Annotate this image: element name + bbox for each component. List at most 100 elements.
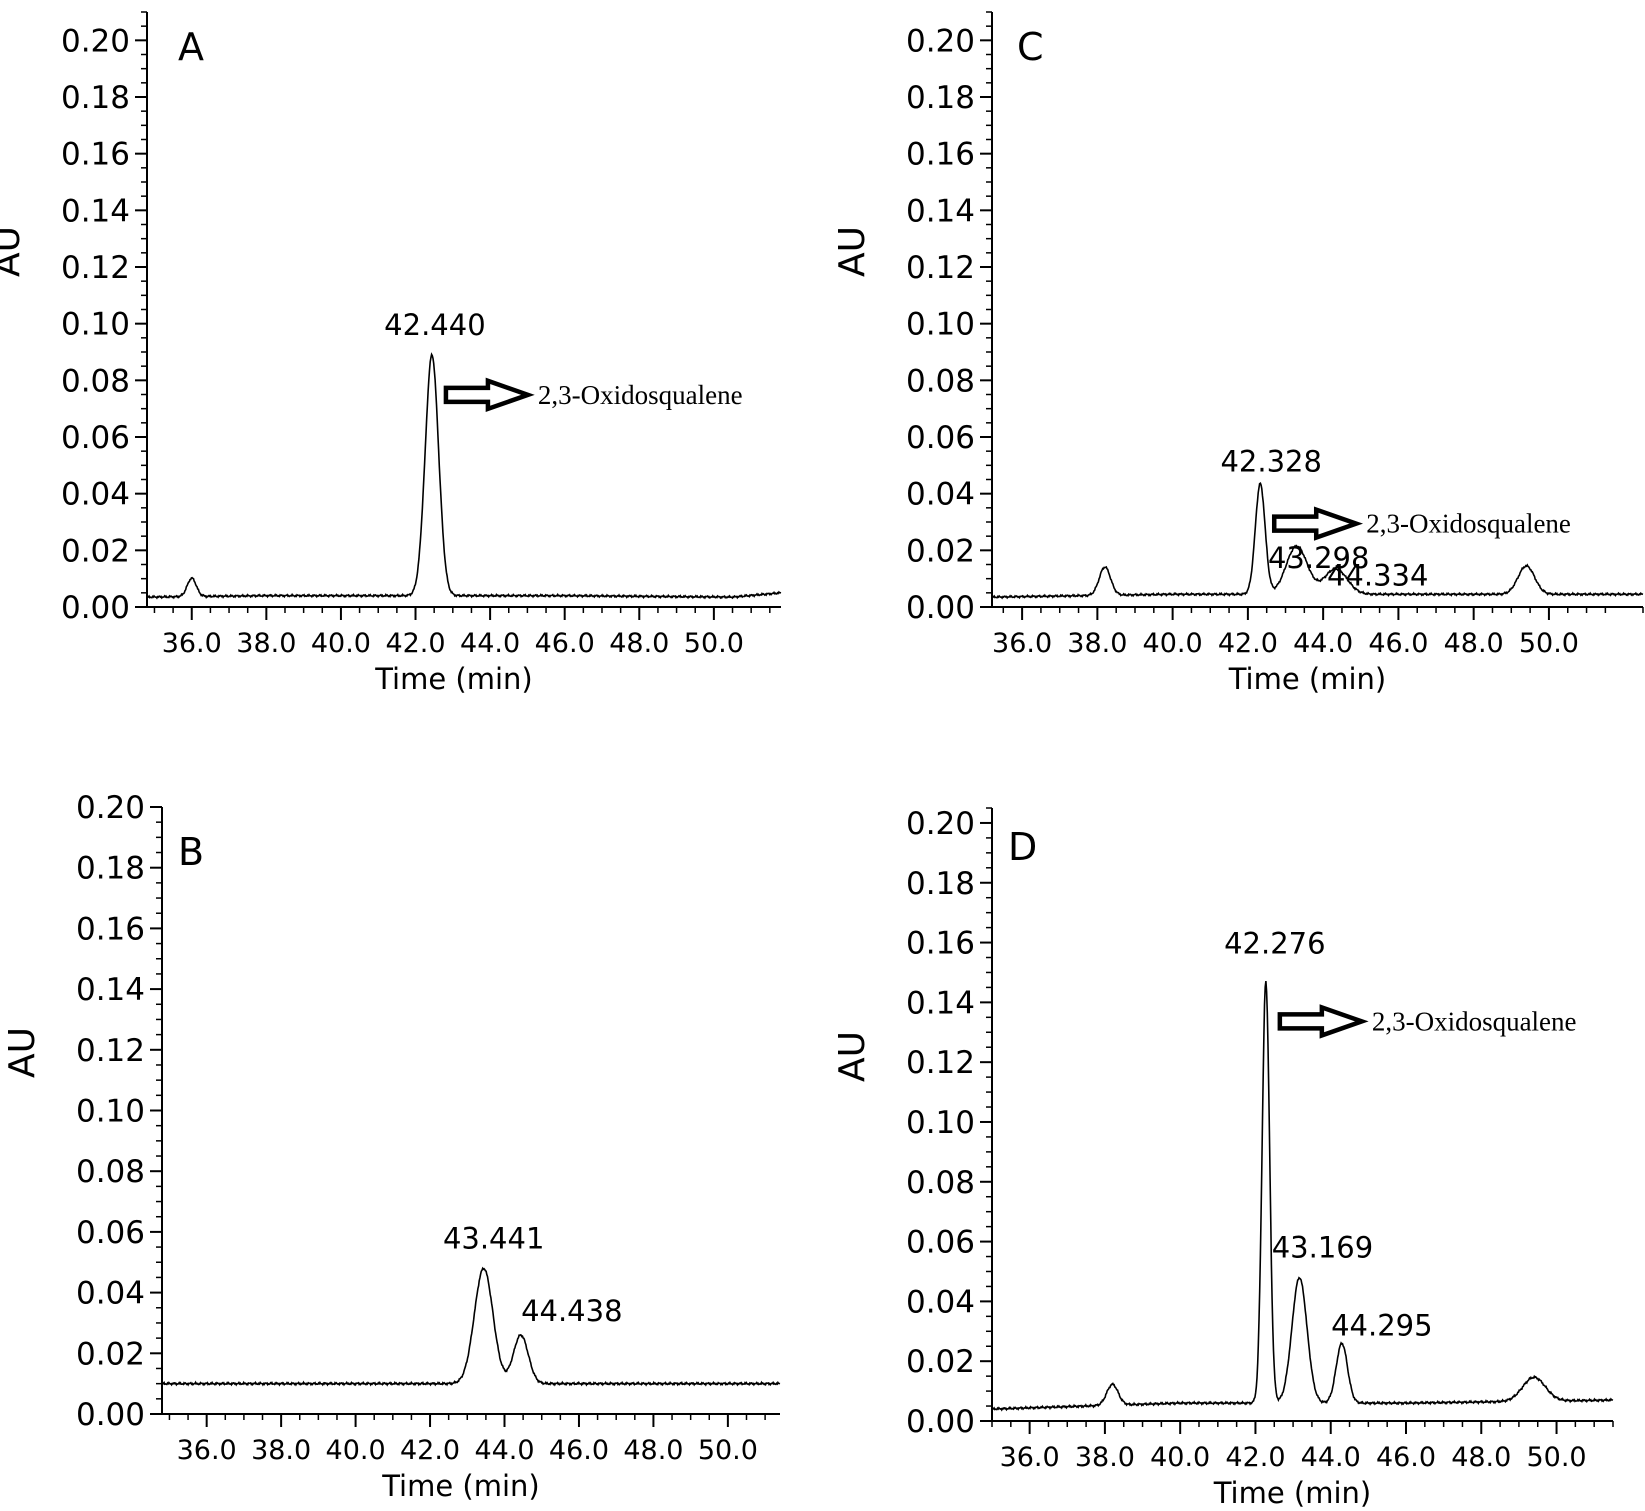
x-tick-label: 38.0 <box>1067 628 1127 659</box>
x-axis-label: Time (min) <box>381 1469 540 1503</box>
y-tick-label: 0.06 <box>906 1225 975 1261</box>
peak-label: 43.441 <box>443 1221 544 1255</box>
chromatogram-trace <box>991 981 1614 1412</box>
y-tick-label: 0.10 <box>76 1094 145 1130</box>
compound-annotation: 2,3-Oxidosqualene <box>1372 1006 1577 1036</box>
y-tick-label: 0.06 <box>61 420 130 456</box>
y-tick-label: 0.04 <box>906 477 975 513</box>
x-tick-label: 46.0 <box>549 1435 609 1466</box>
y-tick-label: 0.18 <box>76 851 145 887</box>
y-tick-label: 0.02 <box>61 533 130 569</box>
x-tick-label: 40.0 <box>326 1435 386 1466</box>
peak-label: 43.169 <box>1272 1230 1373 1264</box>
y-tick-label: 0.10 <box>906 307 975 343</box>
y-tick-label: 0.12 <box>61 250 130 286</box>
compound-annotation: 2,3-Oxidosqualene <box>538 380 743 410</box>
x-tick-label: 50.0 <box>684 628 744 659</box>
y-tick-label: 0.08 <box>76 1154 145 1190</box>
y-tick-label: 0.10 <box>61 307 130 343</box>
panel-label: B <box>178 830 204 874</box>
y-tick-label: 0.00 <box>61 590 130 626</box>
y-tick-label: 0.00 <box>906 1404 975 1440</box>
x-tick-label: 42.0 <box>1218 628 1278 659</box>
y-tick-label: 0.20 <box>906 806 975 842</box>
y-tick-label: 0.14 <box>61 193 130 229</box>
x-tick-label: 44.0 <box>1301 1442 1361 1473</box>
x-tick-label: 40.0 <box>311 628 371 659</box>
peak-label: 44.334 <box>1327 559 1428 593</box>
x-tick-label: 38.0 <box>236 628 296 659</box>
x-tick-label: 36.0 <box>992 628 1052 659</box>
y-axis-label: AU <box>2 1027 43 1078</box>
y-tick-label: 0.02 <box>76 1336 145 1372</box>
x-tick-label: 44.0 <box>474 1435 534 1466</box>
y-tick-label: 0.18 <box>61 80 130 116</box>
peak-label: 42.440 <box>384 308 485 342</box>
panel-label: D <box>1008 825 1037 869</box>
x-tick-label: 42.0 <box>1225 1442 1285 1473</box>
x-tick-label: 40.0 <box>1150 1442 1210 1473</box>
y-tick-label: 0.04 <box>906 1284 975 1320</box>
chromatogram-trace <box>161 1266 781 1387</box>
y-tick-label: 0.20 <box>61 23 130 59</box>
y-tick-label: 0.10 <box>906 1105 975 1141</box>
chromatogram-trace <box>991 482 1644 600</box>
x-axis-label: Time (min) <box>1228 662 1387 696</box>
chromatogram-trace <box>146 352 782 600</box>
y-tick-label: 0.08 <box>61 363 130 399</box>
x-tick-label: 44.0 <box>1293 628 1353 659</box>
arrow-icon <box>1277 1004 1369 1039</box>
peak-label: 42.328 <box>1220 445 1321 479</box>
x-tick-label: 48.0 <box>609 628 669 659</box>
y-tick-label: 0.06 <box>76 1215 145 1251</box>
peak-label: 44.295 <box>1331 1308 1432 1342</box>
x-tick-label: 42.0 <box>400 1435 460 1466</box>
x-tick-label: 48.0 <box>623 1435 683 1466</box>
y-tick-label: 0.18 <box>906 866 975 902</box>
y-tick-label: 0.04 <box>76 1276 145 1312</box>
x-tick-label: 42.0 <box>385 628 445 659</box>
y-tick-label: 0.18 <box>906 80 975 116</box>
x-tick-label: 50.0 <box>1526 1442 1586 1473</box>
y-tick-label: 0.08 <box>906 363 975 399</box>
y-axis-label: AU <box>832 1031 873 1082</box>
x-tick-label: 36.0 <box>162 628 222 659</box>
y-tick-label: 0.02 <box>906 533 975 569</box>
y-tick-label: 0.16 <box>61 137 130 173</box>
y-tick-label: 0.20 <box>76 790 145 826</box>
x-tick-label: 38.0 <box>251 1435 311 1466</box>
arrow-icon <box>1271 506 1364 541</box>
compound-annotation: 2,3-Oxidosqualene <box>1366 509 1571 539</box>
y-tick-label: 0.00 <box>76 1397 145 1433</box>
peak-label: 43.298 <box>1268 541 1369 575</box>
x-tick-label: 38.0 <box>1075 1442 1135 1473</box>
x-tick-label: 50.0 <box>698 1435 758 1466</box>
panel-label: C <box>1017 25 1044 69</box>
arrow-icon <box>443 377 535 413</box>
y-tick-label: 0.00 <box>906 590 975 626</box>
y-tick-label: 0.12 <box>76 1033 145 1069</box>
y-tick-label: 0.12 <box>906 250 975 286</box>
panel-b: 0.00 0.02 0.04 0.06 0.08 0.10 0.12 0.14 0.16 0.18… <box>2 790 781 1503</box>
y-tick-label: 0.16 <box>906 137 975 173</box>
x-axis-label: Time (min) <box>1213 1476 1372 1510</box>
y-tick-label: 0.16 <box>76 911 145 947</box>
peak-label: 42.276 <box>1224 926 1325 960</box>
y-axis-label: AU <box>832 226 873 277</box>
x-tick-label: 40.0 <box>1143 628 1203 659</box>
x-axis-label: Time (min) <box>374 662 533 696</box>
panel-d: 0.00 0.02 0.04 0.06 0.08 0.10 0.12 0.14 0.16 0.18… <box>832 806 1614 1510</box>
panel-c: 0.00 0.02 0.04 0.06 0.08 0.10 0.12 0.14 0.16 0.18… <box>832 11 1644 696</box>
y-tick-label: 0.02 <box>906 1344 975 1380</box>
x-tick-label: 46.0 <box>535 628 595 659</box>
y-tick-label: 0.14 <box>906 985 975 1021</box>
x-tick-label: 48.0 <box>1444 628 1504 659</box>
x-tick-label: 50.0 <box>1519 628 1579 659</box>
x-tick-label: 36.0 <box>177 1435 237 1466</box>
y-tick-label: 0.06 <box>906 420 975 456</box>
x-tick-label: 44.0 <box>460 628 520 659</box>
y-tick-label: 0.14 <box>906 193 975 229</box>
x-tick-label: 46.0 <box>1368 628 1428 659</box>
x-tick-label: 46.0 <box>1376 1442 1436 1473</box>
